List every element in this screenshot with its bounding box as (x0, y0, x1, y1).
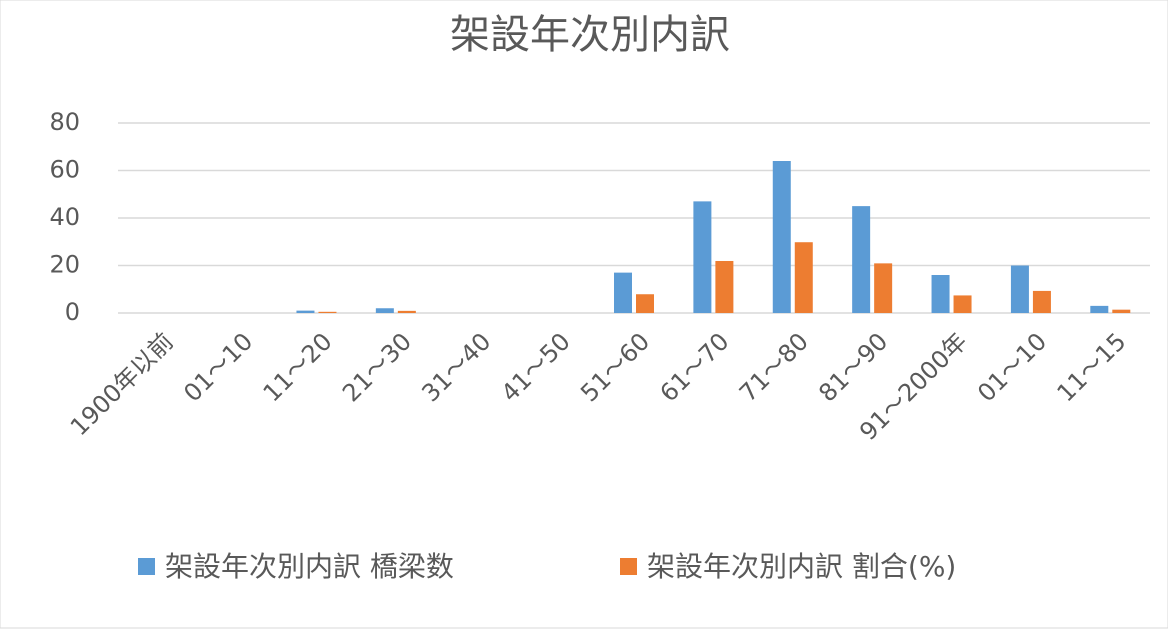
bar (296, 310, 315, 313)
y-tick-label: 60 (49, 156, 80, 184)
bar (852, 206, 871, 313)
bar (636, 294, 654, 313)
y-tick-label: 0 (65, 298, 80, 326)
bar (1090, 305, 1109, 313)
bar (931, 275, 950, 313)
y-tick-label: 80 (49, 108, 80, 136)
bar (1010, 265, 1029, 313)
bar (953, 295, 972, 313)
bar (794, 242, 813, 313)
bar (614, 272, 632, 313)
bar (318, 311, 337, 313)
y-tick-label: 40 (49, 203, 80, 231)
bar (397, 310, 416, 313)
bar (693, 201, 712, 313)
bar (715, 260, 734, 313)
bar (1112, 309, 1131, 313)
chart-title: 架設年次別内訳 (450, 12, 730, 58)
legend-swatch (620, 558, 637, 575)
bar (1032, 290, 1051, 313)
y-tick-label: 20 (49, 251, 80, 279)
bar (772, 161, 791, 313)
bar (874, 263, 893, 313)
bar (375, 308, 394, 313)
legend-swatch (138, 558, 155, 575)
legend-label: 架設年次別内訳 割合(%) (647, 550, 956, 583)
legend-label: 架設年次別内訳 橋梁数 (165, 550, 454, 583)
